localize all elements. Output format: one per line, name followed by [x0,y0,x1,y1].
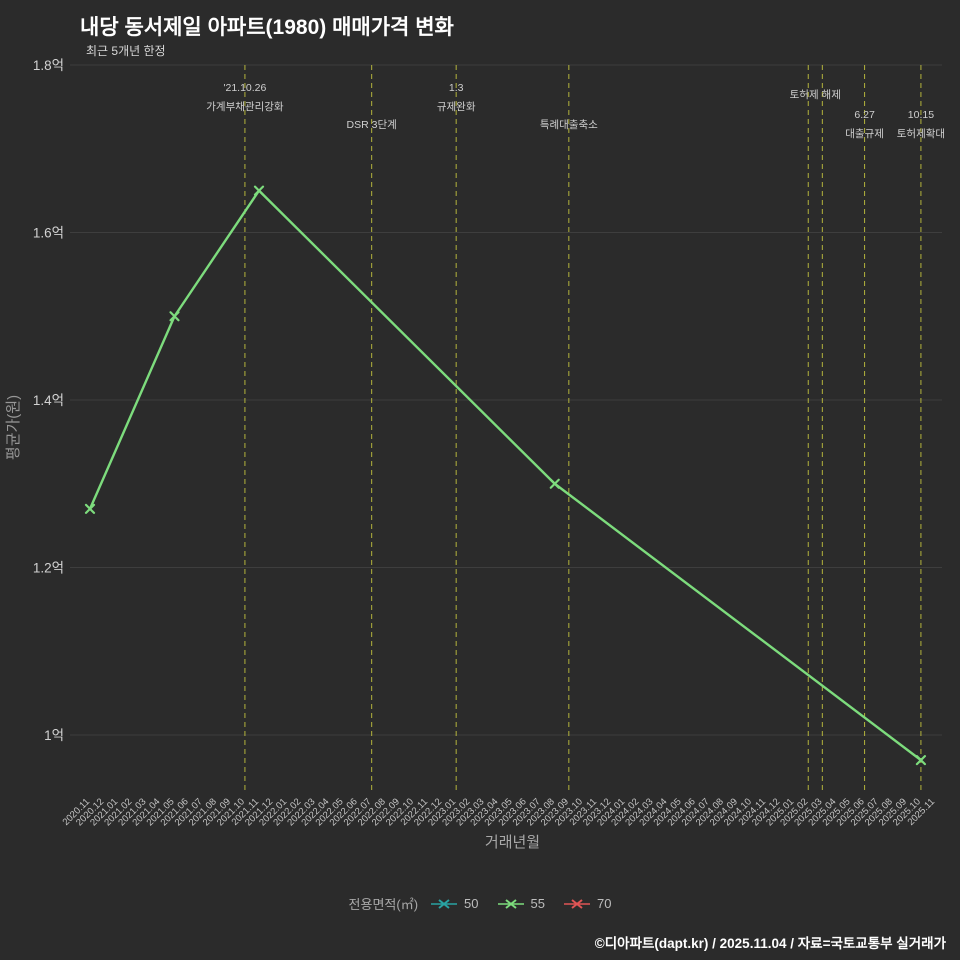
legend-label: 70 [596,896,612,911]
legend-entries: 50 55 70 [430,896,611,911]
svg-text:토허제확대: 토허제확대 [897,127,945,140]
legend-marker-icon [497,898,524,909]
y-gridlines [70,64,942,736]
svg-text:1.8억: 1.8억 [33,58,64,73]
legend-title: 전용면적(㎡) [348,897,419,912]
chart-title: 내당 동서제일 아파트(1980) 매매가격 변화 [80,16,454,39]
svg-text:6.27: 6.27 [854,109,875,121]
svg-text:가계부채관리강화: 가계부채관리강화 [206,101,284,113]
legend-item-70[interactable]: 70 [563,896,611,911]
legend-item-50[interactable]: 50 [430,896,479,911]
svg-text:1.3: 1.3 [449,82,464,94]
source-credit: ©디아파트(dapt.kr) / 2025.11.04 / 자료=국토교통부 실… [594,936,946,951]
svg-text:규제완화: 규제완화 [437,100,476,113]
data-point[interactable] [549,478,560,489]
svg-text:DSR 3단계: DSR 3단계 [347,119,397,131]
legend-marker-icon [431,898,458,909]
chart-legend: 전용면적(㎡) 50 55 70 [0,894,960,913]
svg-text:1.2억: 1.2억 [33,561,64,576]
legend-item-55[interactable]: 55 [497,896,545,911]
data-point[interactable] [169,311,180,322]
data-point[interactable] [253,185,265,196]
data-point[interactable] [915,755,927,766]
data-point[interactable] [84,503,96,514]
svg-text:특례대출축소: 특례대출축소 [540,119,598,131]
series-line-55 [88,189,923,762]
y-tick-labels: 1억 1.2억 1.4억 1.6억 1.8억 [33,58,64,743]
svg-text:1억: 1억 [44,728,64,743]
legend-label: 55 [530,896,545,911]
svg-text:'21.10.26: '21.10.26 [223,82,266,94]
svg-text:대출규제: 대출규제 [845,128,884,140]
legend-label: 50 [464,896,479,911]
price-line-chart: 1억 1.2억 1.4억 1.6억 1.8억 '21.10.26 가계부채관리강화 DSR 3… [5,58,945,851]
y-axis-title: 평균가(원) [5,395,22,460]
svg-text:1.6억: 1.6억 [33,226,64,241]
svg-text:토허제 해제: 토허제 해제 [790,88,841,101]
chart-subtitle: 최근 5개년 한정 [86,44,166,58]
x-tick-labels: 2020.112020.122021.012021.022021.032021.… [61,796,938,828]
event-lines [244,65,922,790]
x-axis-title: 거래년월 [485,834,540,851]
svg-text:1.4억: 1.4억 [33,393,64,408]
svg-text:10.15: 10.15 [908,109,934,121]
legend-marker-icon [563,898,590,909]
